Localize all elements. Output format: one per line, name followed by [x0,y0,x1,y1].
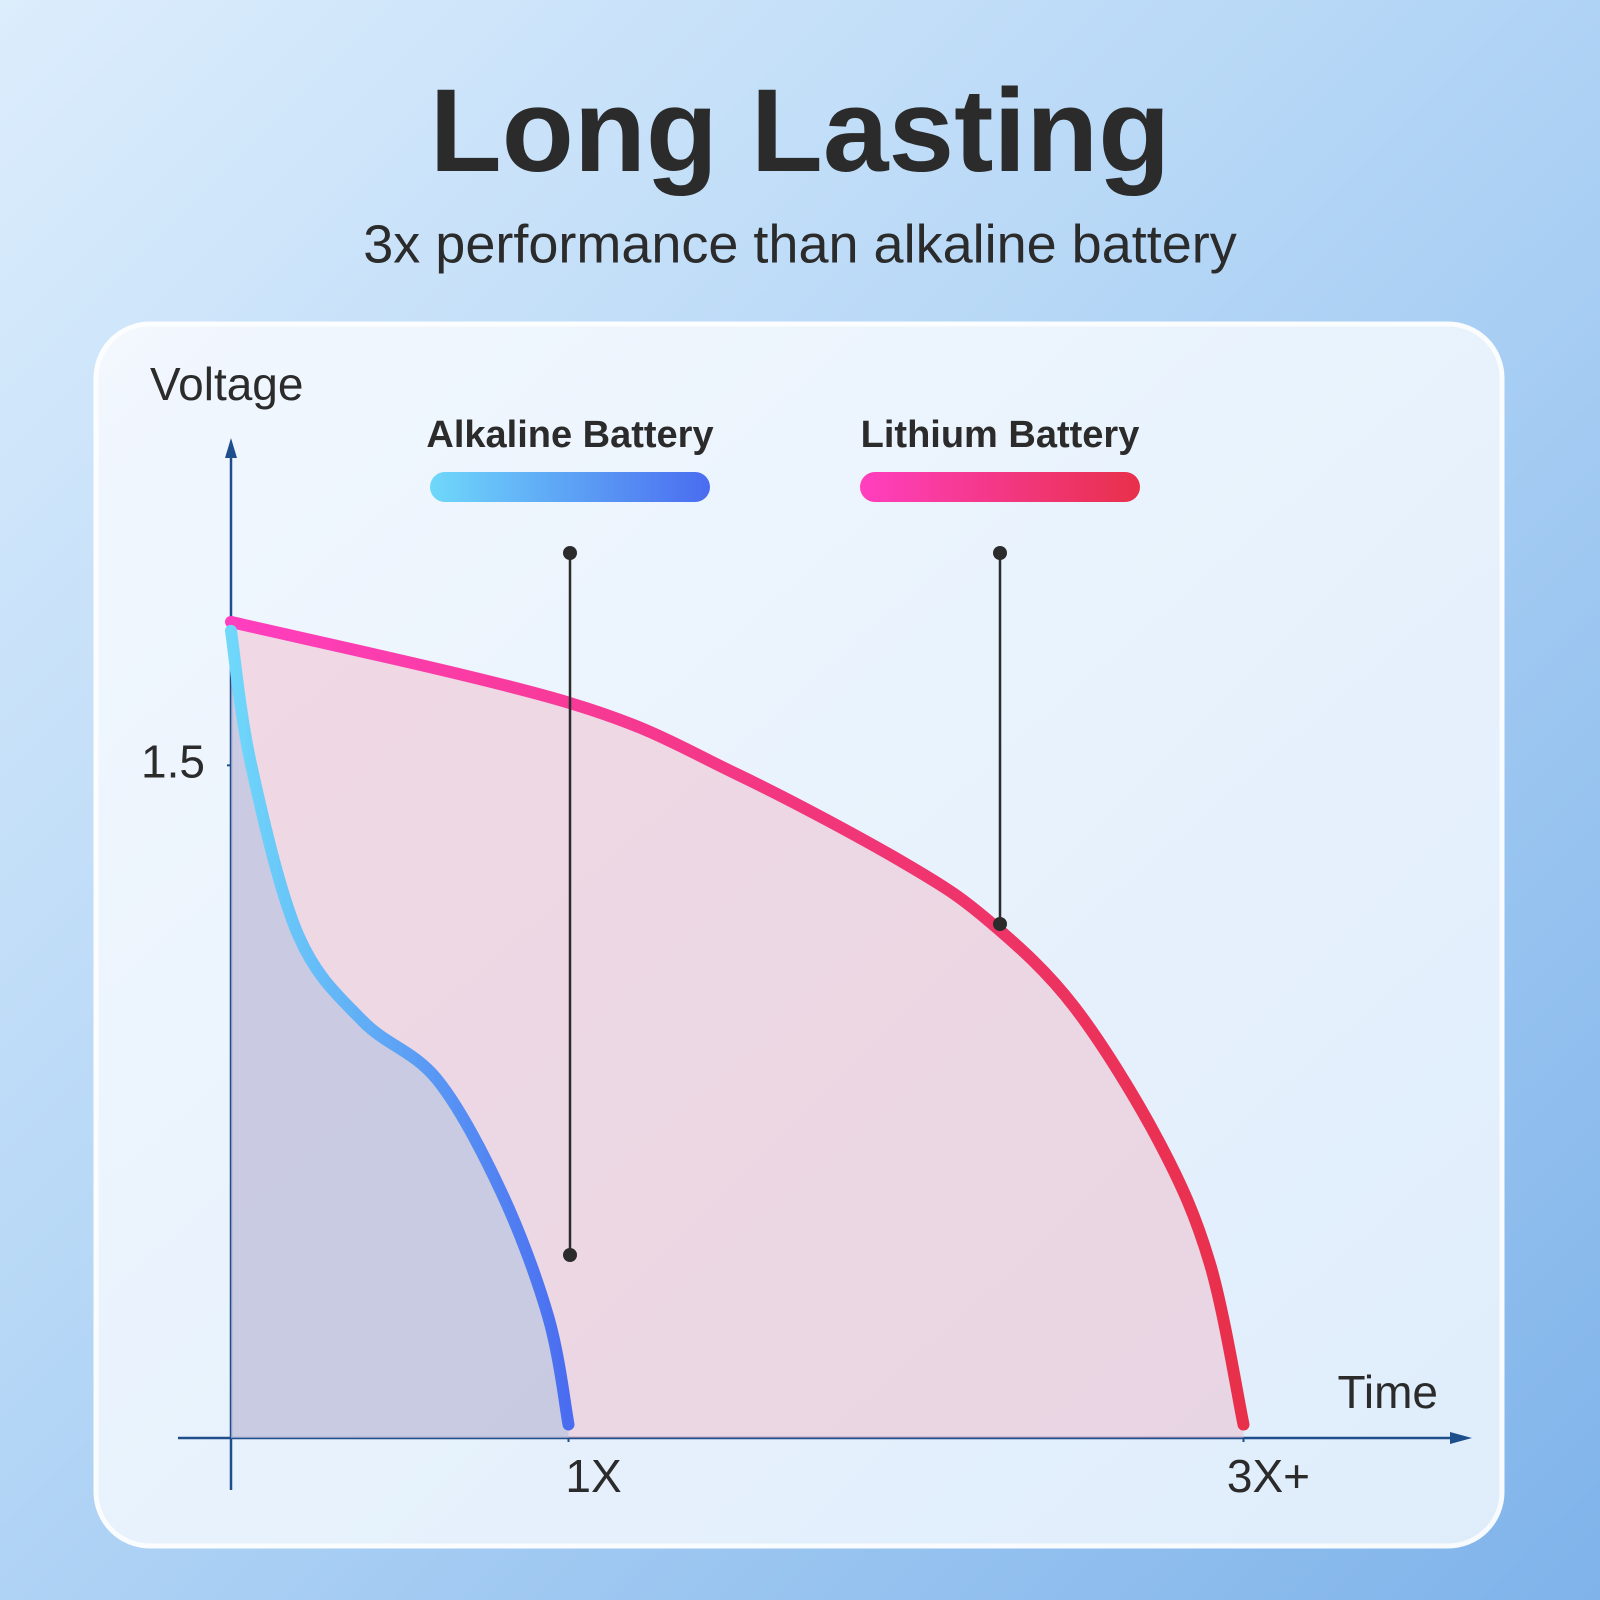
pointer-dot [563,546,577,560]
card [93,321,1505,1549]
pointer-dot [993,917,1007,931]
chart-subtitle: 3x performance than alkaline battery [363,214,1237,274]
area [231,621,1244,1438]
y-axis-arrow [225,438,237,458]
legend-swatch [860,472,1140,502]
legend-label: Lithium Battery [861,414,1140,456]
area [231,630,569,1438]
plot: 1.5 1X 3X+ Lithium Battery Alkaline Battery [141,414,1472,1502]
pointer-dot [993,546,1007,560]
legend-swatch [430,472,710,502]
x-tick-label: 3X+ [1227,1450,1310,1502]
legend-label: Alkaline Battery [426,414,713,456]
y-axis-label: Voltage [150,358,303,410]
x-axis-arrow [1450,1432,1472,1444]
line [225,624,575,1431]
x-tick-label: 1X [565,1450,621,1502]
chart-title: Long Lasting [430,65,1171,197]
pointer-dot [563,1248,577,1262]
y-tick-label: 1.5 [141,736,205,788]
x-axis-label: Time [1337,1366,1438,1418]
line [225,615,1250,1431]
